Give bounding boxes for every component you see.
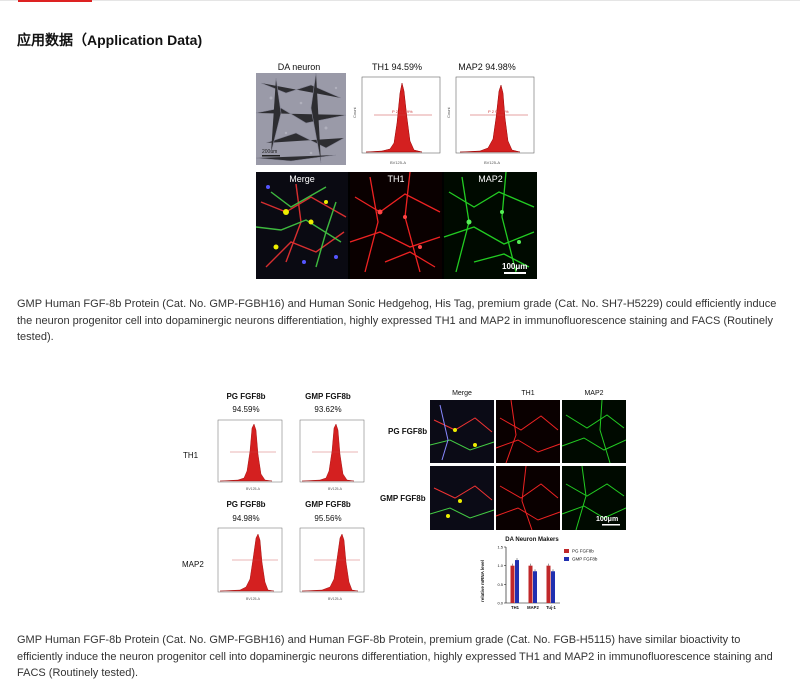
- th1-image: [349, 172, 442, 279]
- section-heading: 应用数据（Application Data): [17, 32, 203, 48]
- col-label-gmp: GMP FGF8b: [305, 392, 351, 401]
- svg-text:BV125-A: BV125-A: [484, 160, 500, 165]
- map2-image: [443, 172, 537, 279]
- if-label-merge: Merge: [289, 174, 315, 184]
- if2-merge-gmp: [430, 466, 495, 530]
- if2-map2-gmp: [561, 465, 626, 530]
- if2-merge-pg: [430, 400, 495, 463]
- if-label-th1: TH1: [387, 174, 405, 184]
- th1-facs-histogram: P 2 94.59% Count BV125-A: [352, 76, 441, 165]
- chart-x-tick-label: TH1: [511, 605, 520, 610]
- da-neuron-makers-chart: DA Neuron Makers relative mRNA level 0.0…: [480, 537, 598, 610]
- if2-map2-pg: [561, 400, 626, 464]
- chart-x-tick-label: MAP2: [527, 605, 539, 610]
- paragraph-1: GMP Human FGF-8b Protein (Cat. No. GMP-F…: [17, 298, 777, 343]
- if2-col-map2: MAP2: [584, 390, 604, 397]
- if2-row-pg: PG FGF8b: [388, 427, 428, 436]
- top-divider: [0, 0, 800, 1]
- map2-pg-histogram: BV125-A: [217, 527, 283, 601]
- chart-ylabel: relative mRNA level: [480, 560, 485, 602]
- if2-th1-pg: [495, 400, 561, 464]
- microscope-image: 200um: [256, 73, 346, 165]
- svg-text:P 2 94.59%: P 2 94.59%: [392, 109, 413, 114]
- pct-th1-pg: 94.59%: [232, 405, 260, 414]
- chart-legend-label: PG FGF8b: [572, 549, 594, 554]
- pct-map2-pg: 94.98%: [232, 514, 260, 523]
- label-map2-facs: MAP2 94.98%: [458, 62, 516, 72]
- chart-bar: [551, 571, 555, 603]
- svg-text:P 2 94.98%: P 2 94.98%: [488, 109, 509, 114]
- col-label-gmp-2: GMP FGF8b: [305, 500, 351, 509]
- label-th1-facs: TH1 94.59%: [371, 62, 423, 72]
- if2-col-merge: Merge: [452, 390, 472, 397]
- chart-legend-label: GMP FGF8b: [572, 557, 598, 562]
- th1-pg-histogram: BV125-A: [217, 419, 283, 491]
- chart-y-tick-label: 1.0: [497, 563, 503, 568]
- chart-bar: [510, 565, 515, 603]
- if2-row-gmp: GMP FGF8b: [380, 494, 426, 503]
- th1-gmp-histogram: BV125-A: [299, 419, 365, 491]
- map2-facs-histogram: P 2 94.98% Count BV125-A: [446, 76, 535, 165]
- chart-y-tick-label: 0.0: [497, 601, 503, 606]
- paragraph-2: GMP Human FGF-8b Protein (Cat. No. GMP-F…: [17, 634, 773, 679]
- svg-text:BV125-A: BV125-A: [246, 597, 261, 601]
- if2-col-th1: TH1: [521, 390, 535, 397]
- row-label-th1: TH1: [183, 451, 199, 460]
- if-scale-bar-label: 100μm: [502, 262, 528, 271]
- chart-bar: [533, 571, 537, 603]
- chart-y-tick-label: 1.5: [497, 545, 503, 550]
- if-panel-row: Merge TH1 MAP2 100μm: [256, 172, 537, 279]
- merge-image: [256, 172, 348, 279]
- chart-legend-swatch: [564, 549, 569, 553]
- chart-bar: [546, 565, 551, 603]
- map2-gmp-histogram: BV125-A: [299, 527, 365, 601]
- svg-text:BV125-A: BV125-A: [328, 487, 343, 491]
- svg-text:BV125-A: BV125-A: [246, 487, 261, 491]
- chart-x-tick-label: Tuj-1: [546, 605, 556, 610]
- svg-text:BV125-A: BV125-A: [390, 160, 406, 165]
- if2-th1-gmp: [495, 465, 561, 530]
- if2-image-grid: [430, 400, 626, 530]
- chart-bar: [515, 560, 519, 603]
- if2-scale-bar-label: 100μm: [596, 516, 619, 523]
- row-label-map2: MAP2: [182, 560, 204, 569]
- col-label-pg: PG FGF8b: [226, 392, 266, 401]
- svg-text:Count: Count: [446, 106, 451, 118]
- chart-legend-swatch: [564, 557, 569, 561]
- svg-text:BV125-A: BV125-A: [328, 597, 343, 601]
- chart-bar: [528, 565, 533, 603]
- pct-th1-gmp: 93.62%: [314, 405, 342, 414]
- active-tab-indicator: [18, 0, 92, 2]
- svg-text:Count: Count: [352, 106, 357, 118]
- pct-map2-gmp: 95.56%: [314, 514, 342, 523]
- label-da-neuron: DA neuron: [277, 62, 321, 72]
- microscope-scale-text: 200um: [262, 149, 277, 155]
- col-label-pg-2: PG FGF8b: [226, 500, 266, 509]
- if-label-map2: MAP2: [478, 174, 503, 184]
- chart-y-tick-label: 0.5: [497, 582, 503, 587]
- chart-title: DA Neuron Makers: [505, 537, 559, 543]
